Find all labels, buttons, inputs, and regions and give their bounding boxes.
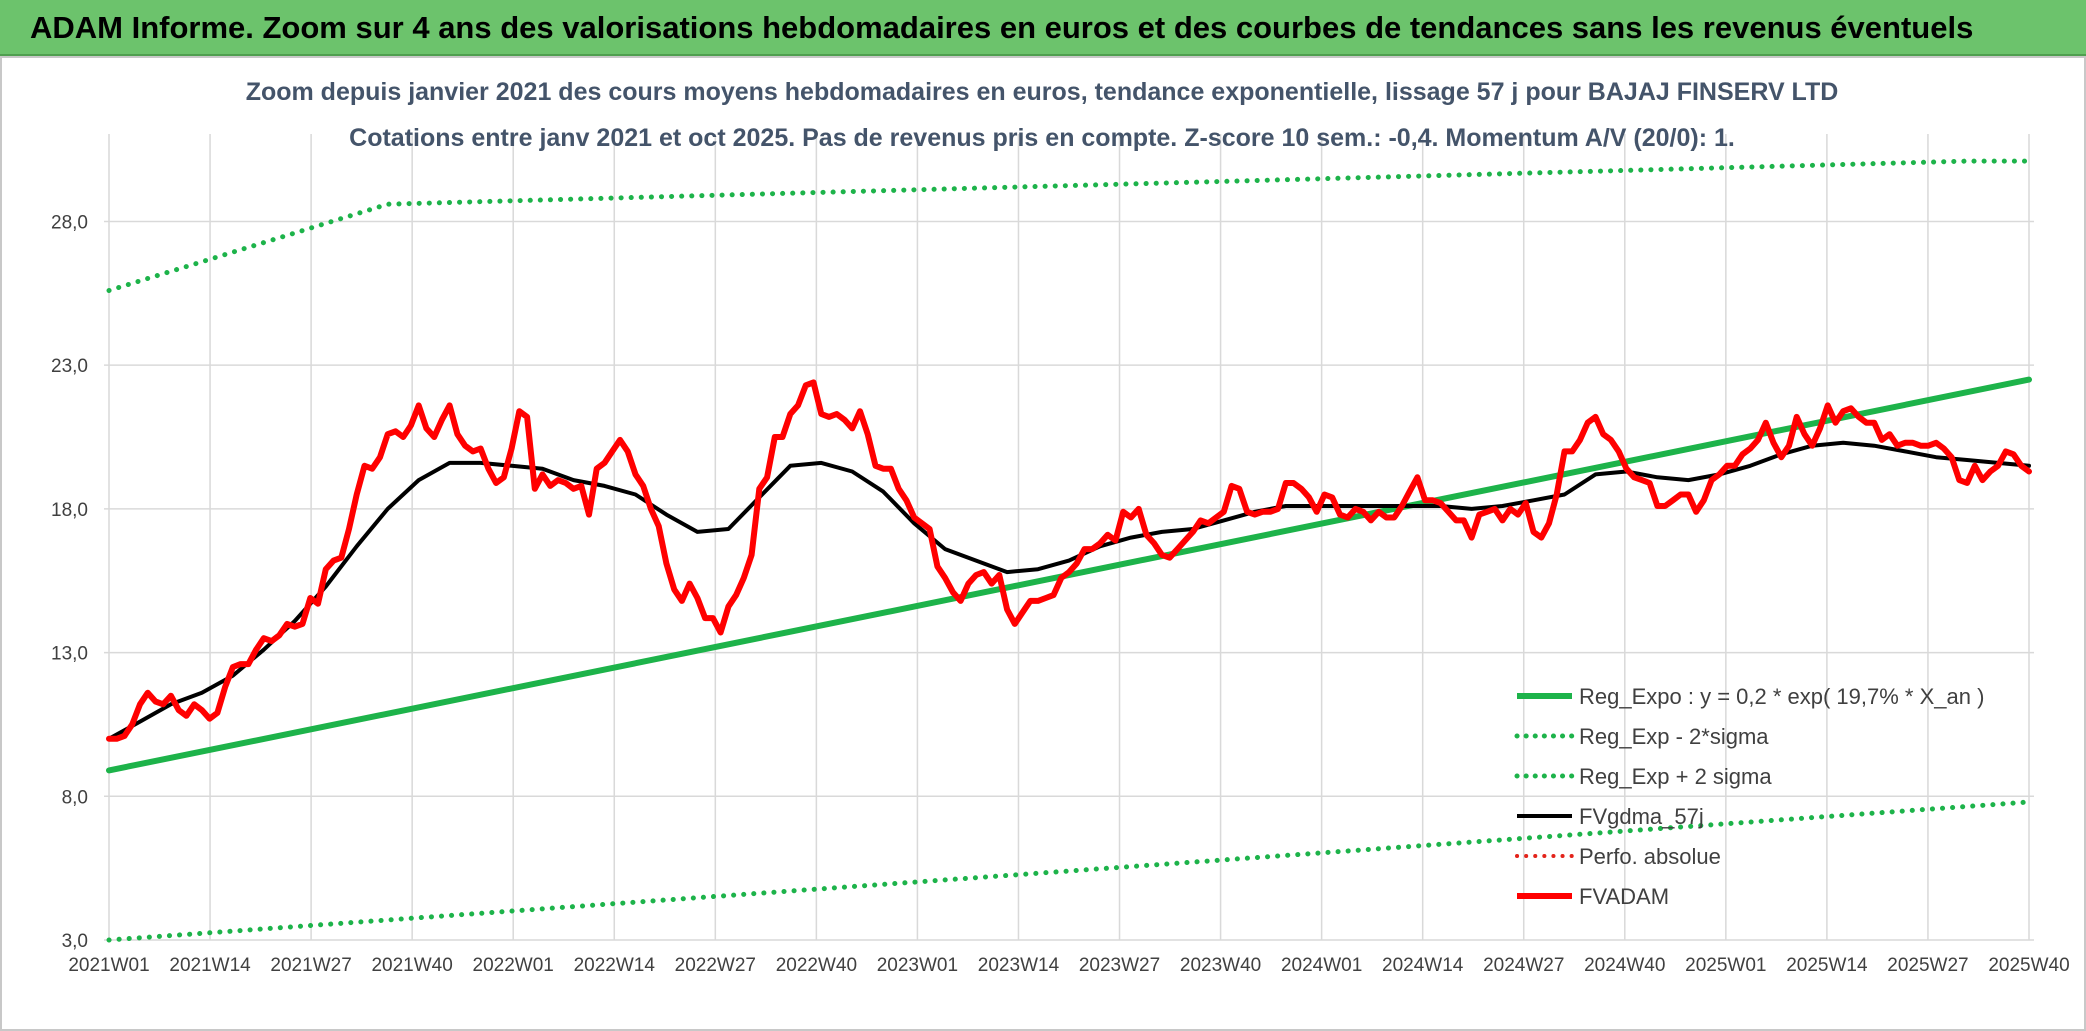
x-tick-label: 2023W27 (1079, 955, 1160, 976)
y-tick-label: 8,0 (62, 787, 88, 808)
series-line-fvadam (106, 379, 2032, 742)
chart-frame: Zoom depuis janvier 2021 des cours moyen… (0, 56, 2086, 1031)
x-tick-label: 2024W27 (1483, 955, 1564, 976)
x-axis-labels: 2021W01 2021W14 2021W27 2021W40 2022W01 2022W… (68, 955, 2069, 976)
x-tick-label: 2024W40 (1584, 955, 1665, 976)
x-tick-label: 2022W01 (473, 955, 554, 976)
x-tick-label: 2023W14 (978, 955, 1060, 976)
grid-layer (104, 134, 2034, 941)
x-tick-label: 2023W40 (1180, 955, 1261, 976)
x-tick-label: 2021W27 (270, 955, 351, 976)
legend-label: Reg_Exp - 2*sigma (1579, 724, 1769, 749)
x-tick-label: 2021W01 (68, 955, 149, 976)
legend-label: FVgdma_57j (1579, 804, 1704, 829)
x-tick-label: 2022W40 (776, 955, 857, 976)
chart-title-line1: Zoom depuis janvier 2021 des cours moyen… (246, 78, 1839, 106)
series-line-reg-exp-2-sigma (106, 799, 2032, 943)
x-tick-label: 2022W27 (675, 955, 756, 976)
series-layer (106, 158, 2032, 943)
x-tick-label: 2025W01 (1685, 955, 1766, 976)
x-tick-label: 2025W27 (1887, 955, 1968, 976)
y-tick-label: 28,0 (51, 212, 88, 233)
x-tick-label: 2024W14 (1382, 955, 1464, 976)
x-tick-label: 2024W01 (1281, 955, 1362, 976)
x-tick-label: 2025W14 (1786, 955, 1868, 976)
legend-label: Perfo. absolue (1579, 844, 1721, 869)
y-tick-label: 18,0 (51, 500, 88, 521)
x-tick-label: 2023W01 (877, 955, 958, 976)
legend-label: Reg_Exp + 2 sigma (1579, 764, 1772, 789)
x-tick-label: 2022W14 (574, 955, 656, 976)
y-axis-labels: 3,0 8,0 13,0 18,0 23,0 28,0 (51, 212, 88, 952)
y-tick-label: 3,0 (62, 931, 88, 952)
series-line-reg-exp-2-sigma (106, 158, 2032, 293)
page-title: ADAM Informe. Zoom sur 4 ans des valoris… (30, 10, 1974, 45)
legend-label: FVADAM (1579, 884, 1669, 909)
x-tick-label: 2025W40 (1988, 955, 2069, 976)
x-tick-label: 2021W14 (169, 955, 251, 976)
line-chart: Zoom depuis janvier 2021 des cours moyen… (51, 78, 2070, 976)
header-banner: ADAM Informe. Zoom sur 4 ans des valoris… (0, 0, 2086, 56)
chart-title-line2: Cotations entre janv 2021 et oct 2025. P… (349, 124, 1735, 152)
x-tick-label: 2021W40 (371, 955, 452, 976)
legend: Reg_Expo : y = 0,2 * exp( 19,7% * X_an )… (1514, 684, 1984, 909)
y-tick-label: 13,0 (51, 644, 88, 665)
series-line-fvgdma-57j (107, 440, 2031, 741)
y-tick-label: 23,0 (51, 356, 88, 377)
legend-label: Reg_Expo : y = 0,2 * exp( 19,7% * X_an ) (1579, 684, 1984, 709)
